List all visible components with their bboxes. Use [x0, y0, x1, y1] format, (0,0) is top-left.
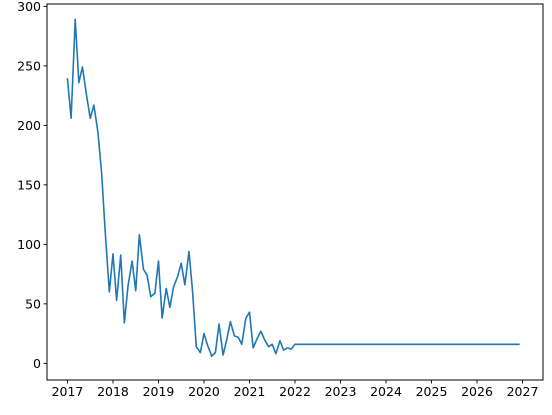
x-tick-label: 2021 — [234, 384, 266, 399]
x-tick-label: 2026 — [461, 384, 493, 399]
y-tick-label: 150 — [17, 177, 41, 192]
x-tick-label: 2017 — [52, 384, 84, 399]
y-tick-label: 200 — [17, 118, 41, 133]
x-tick-label: 2024 — [370, 384, 402, 399]
x-tick-label: 2022 — [279, 384, 311, 399]
x-tick-label: 2023 — [325, 384, 357, 399]
y-tick-label: 100 — [17, 237, 41, 252]
y-tick-label: 0 — [33, 356, 41, 371]
x-tick-label: 2020 — [188, 384, 220, 399]
y-axis: 0 50 100 150 200 250 300 — [17, 0, 47, 371]
x-tick-label: 2018 — [97, 384, 129, 399]
x-tick-label: 2019 — [143, 384, 175, 399]
y-tick-label: 50 — [25, 296, 41, 311]
x-tick-label: 2025 — [416, 384, 448, 399]
series-layer — [66, 18, 520, 358]
series-line — [66, 18, 520, 358]
y-tick-label: 250 — [17, 58, 41, 73]
plot-frame — [46, 3, 544, 381]
plot-area — [47, 4, 543, 380]
x-tick-label: 2027 — [507, 384, 539, 399]
x-axis: 2017 2018 2019 2020 2021 2022 2023 2024 2025 2026… — [52, 380, 539, 399]
y-tick-label: 300 — [17, 0, 41, 14]
